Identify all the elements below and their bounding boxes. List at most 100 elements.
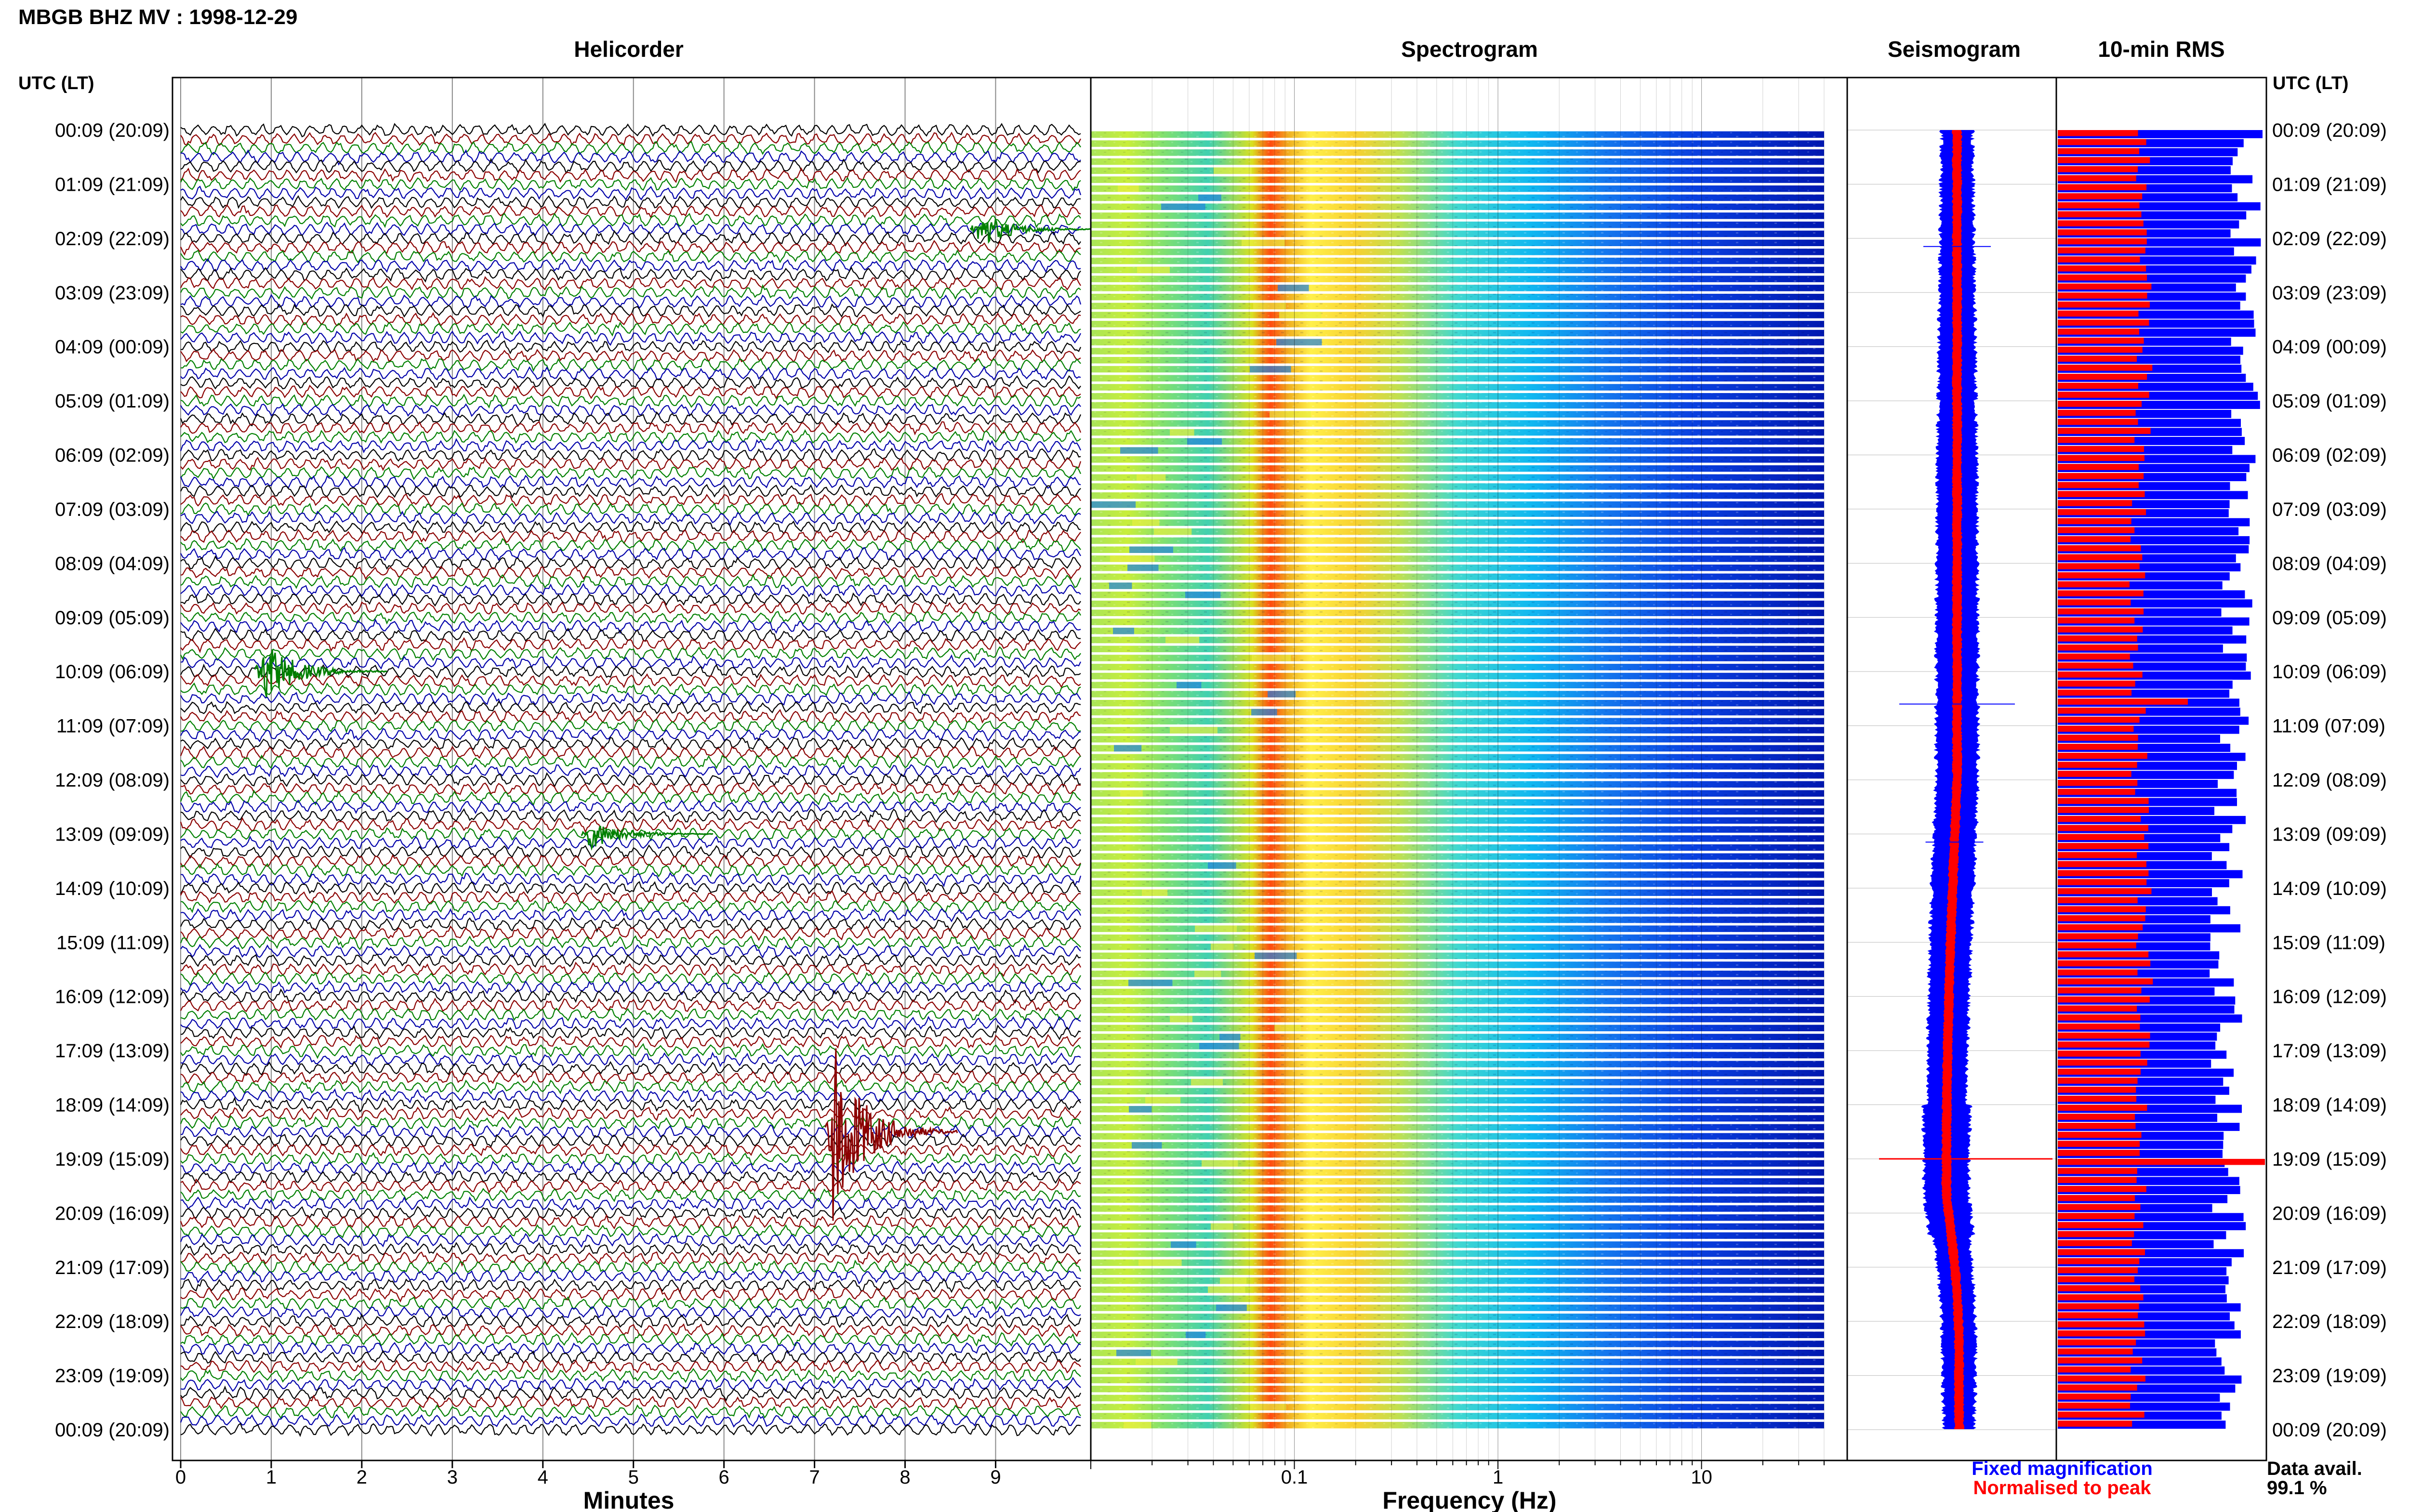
spectrogram-texture xyxy=(1091,636,1824,644)
left-time-tick-label: 05:09 (01:09) xyxy=(55,391,170,412)
spectrogram-texture xyxy=(1091,898,1824,905)
spectrogram-texture xyxy=(1091,1304,1824,1311)
helicorder-trace-row xyxy=(180,1213,1081,1230)
spectrogram-texture xyxy=(1091,979,1824,986)
helicorder-xlabel: Minutes xyxy=(583,1487,675,1512)
helicorder-trace-row xyxy=(180,908,1081,922)
rms-normalised-bar xyxy=(2058,888,2152,894)
helicorder-trace-row xyxy=(180,1034,1081,1049)
spectrogram-blotch xyxy=(1137,266,1170,274)
rms-normalised-bar xyxy=(2058,924,2143,931)
spectrogram-texture xyxy=(1091,519,1824,526)
helicorder-trace-row xyxy=(180,673,1081,688)
rms-normalised-bar xyxy=(2058,915,2145,921)
helicorder-trace-row xyxy=(180,529,1081,544)
rms-normalised-bar xyxy=(2058,337,2144,344)
spectrogram-blotch xyxy=(1132,1142,1162,1149)
spectrogram-texture xyxy=(1091,754,1824,761)
helicorder-trace-row xyxy=(180,1332,1081,1347)
spectrogram-texture xyxy=(1091,618,1824,625)
spectrogram-texture xyxy=(1091,1088,1824,1095)
spectrogram-texture xyxy=(1091,817,1824,824)
rms-normalised-bar xyxy=(2058,491,2145,497)
right-time-tick-label: 07:09 (03:09) xyxy=(2272,499,2387,520)
helicorder-trace-row xyxy=(180,890,1081,904)
helicorder-trace-row xyxy=(180,782,1081,796)
helicorder-trace-row xyxy=(180,257,1081,274)
spectrogram-blotch xyxy=(1154,528,1192,535)
spectrogram-blotch xyxy=(1274,1025,1301,1031)
spectrogram-texture xyxy=(1091,1322,1824,1329)
helicorder-trace-row xyxy=(180,1070,1081,1085)
left-time-tick-label: 18:09 (14:09) xyxy=(55,1095,170,1116)
helicorder-trace-row xyxy=(180,654,1081,670)
helicorder-trace-row xyxy=(180,953,1081,968)
spectrogram-blotch xyxy=(1128,979,1173,986)
rms-normalised-bar xyxy=(2058,590,2144,597)
spectrogram-texture xyxy=(1091,672,1824,680)
left-time-tick-label: 08:09 (04:09) xyxy=(55,553,170,574)
rms-normalised-bar xyxy=(2058,725,2134,732)
helicorder-trace-row xyxy=(180,1124,1081,1139)
spectrogram-texture xyxy=(1091,465,1824,472)
helicorder-trace-row xyxy=(180,239,1081,256)
helicorder-trace-row xyxy=(180,646,1081,662)
spectrogram-texture xyxy=(1091,1187,1824,1194)
rms-normalised-bar xyxy=(2058,951,2149,958)
rms-normalised-bar xyxy=(2058,139,2146,145)
rms-normalised-bar xyxy=(2058,1213,2135,1219)
spectrogram-texture xyxy=(1091,943,1824,950)
rms-normalised-bar xyxy=(2058,148,2140,155)
right-time-tick-label: 00:09 (20:09) xyxy=(2272,1420,2387,1441)
helicorder-trace-row xyxy=(180,158,1081,175)
spectrogram-texture xyxy=(1091,438,1824,445)
spectrogram-texture xyxy=(1091,1214,1824,1221)
helicorder-trace-row xyxy=(180,663,1081,679)
spectrogram-texture xyxy=(1091,1078,1824,1086)
spectrogram-texture xyxy=(1091,1205,1824,1212)
left-time-tick-label: 19:09 (15:09) xyxy=(55,1149,170,1170)
seismogram-fixed-trace xyxy=(1921,130,1981,1429)
rms-normalised-bar xyxy=(2058,1285,2141,1291)
rms-normalised-bar xyxy=(2058,870,2149,876)
right-time-tick-label: 02:09 (22:09) xyxy=(2272,228,2387,250)
rms-normalised-bar xyxy=(2058,1330,2145,1337)
spectrogram-texture xyxy=(1091,745,1824,752)
spectrogram-blotch xyxy=(1109,582,1132,589)
rms-normalised-bar xyxy=(2058,1068,2141,1075)
spectrogram-texture xyxy=(1091,1413,1824,1420)
spectrogram-texture xyxy=(1091,375,1824,381)
helicorder-title: Helicorder xyxy=(574,37,684,62)
rms-normalised-bar xyxy=(2058,392,2149,398)
spectrogram-texture xyxy=(1091,862,1824,869)
left-time-tick-label: 21:09 (17:09) xyxy=(55,1257,170,1278)
rms-normalised-bar xyxy=(2058,1402,2130,1409)
helicorder-trace-row xyxy=(180,573,1082,589)
spectrogram-texture xyxy=(1091,203,1824,210)
spectrogram-texture xyxy=(1091,393,1824,400)
rms-normalised-bar xyxy=(2058,1294,2144,1301)
data-avail-value: 99.1 % xyxy=(2267,1477,2327,1499)
spectrogram-texture xyxy=(1091,510,1824,517)
helicorder-trace-row xyxy=(180,1385,1081,1402)
right-time-tick-label: 06:09 (02:09) xyxy=(2272,445,2387,466)
helicorder-trace-row xyxy=(180,1115,1081,1131)
rms-normalised-bar xyxy=(2058,1023,2140,1030)
left-time-tick-label: 10:09 (06:09) xyxy=(55,661,170,683)
rms-frame xyxy=(2055,77,2267,1461)
spectrogram-texture xyxy=(1091,961,1824,968)
spectrogram-texture xyxy=(1091,384,1824,391)
spectrogram-texture xyxy=(1091,808,1824,815)
spectrogram-blotch xyxy=(1165,636,1200,644)
helicorder-trace-row xyxy=(180,764,1081,778)
rms-normalised-bar xyxy=(2058,572,2145,579)
spectrogram-blotch xyxy=(1129,1106,1152,1113)
spectrogram-x-tick-label: 0.1 xyxy=(1281,1467,1308,1488)
rms-normalised-bar xyxy=(2058,1394,2131,1400)
spectrogram-texture xyxy=(1091,988,1824,996)
helicorder-trace-row xyxy=(180,447,1081,463)
rms-normalised-bar xyxy=(2058,843,2149,849)
rms-normalised-bar xyxy=(2058,825,2148,831)
rms-normalised-bar xyxy=(2058,545,2141,552)
spectrogram-blotch xyxy=(1216,1304,1247,1311)
